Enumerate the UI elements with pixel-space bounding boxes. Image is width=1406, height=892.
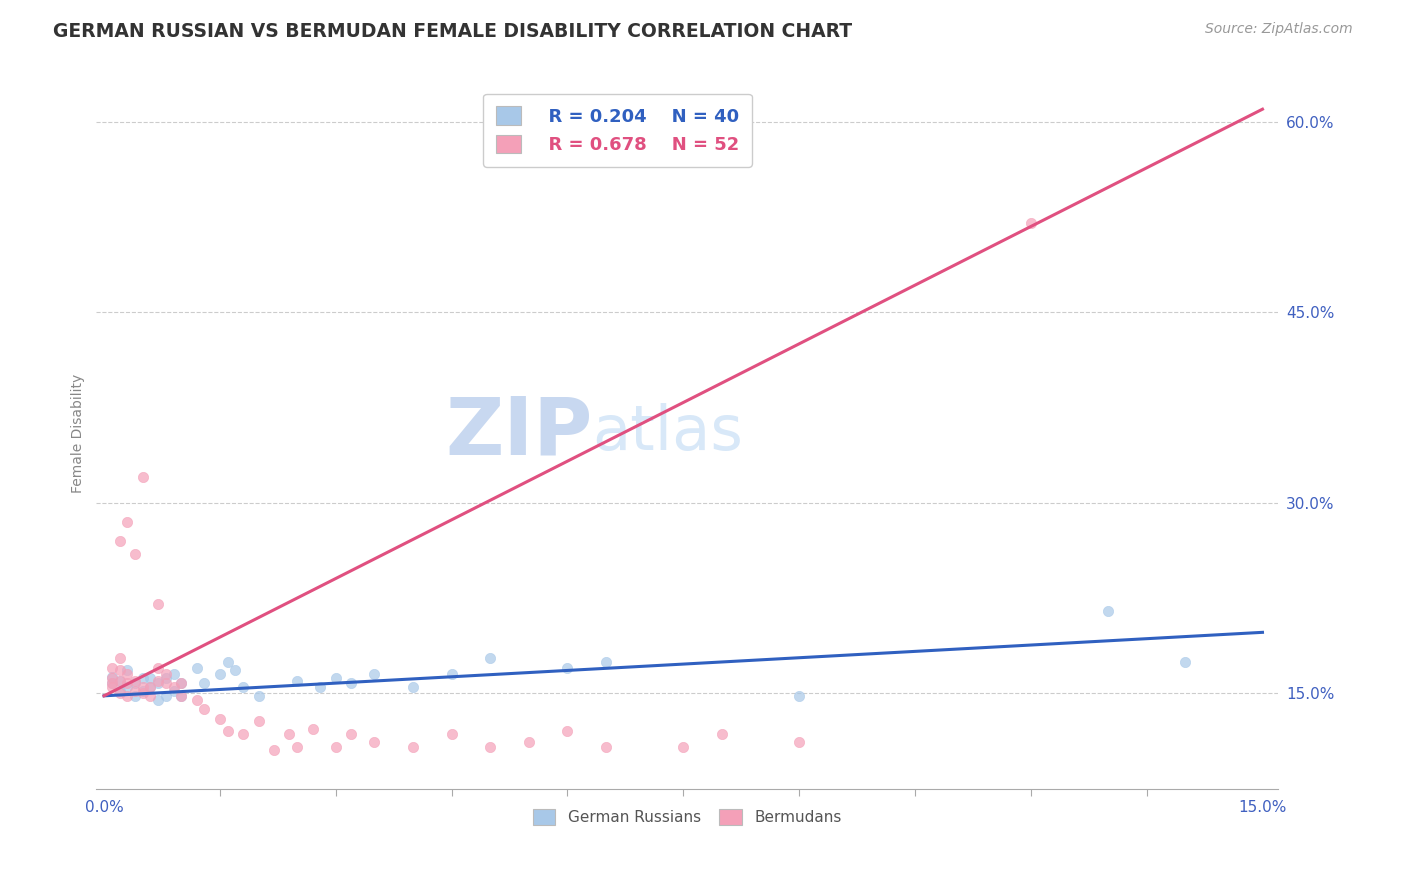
Point <box>170 676 193 690</box>
Point <box>101 670 124 684</box>
Point <box>162 667 184 681</box>
Point <box>1097 604 1119 618</box>
Point <box>402 680 425 694</box>
Text: GERMAN RUSSIAN VS BERMUDAN FEMALE DISABILITY CORRELATION CHART: GERMAN RUSSIAN VS BERMUDAN FEMALE DISABI… <box>53 22 852 41</box>
Point <box>131 671 153 685</box>
Point <box>108 533 131 548</box>
Text: ZIP: ZIP <box>446 394 592 472</box>
Point <box>217 655 239 669</box>
Point <box>108 683 131 698</box>
Point <box>479 650 502 665</box>
Point <box>595 739 617 754</box>
Point <box>224 664 246 678</box>
Text: atlas: atlas <box>592 403 744 463</box>
Point <box>108 673 131 688</box>
Point <box>124 673 146 688</box>
Point <box>131 683 153 698</box>
Point <box>787 734 810 748</box>
Point <box>101 680 124 694</box>
Point <box>101 671 124 685</box>
Point <box>139 680 162 694</box>
Point <box>162 683 184 698</box>
Point <box>146 692 169 706</box>
Point <box>440 667 463 681</box>
Point <box>139 671 162 685</box>
Point <box>710 727 733 741</box>
Point <box>440 727 463 741</box>
Point <box>115 676 138 690</box>
Point <box>1019 217 1042 231</box>
Point <box>517 734 540 748</box>
Point <box>340 676 363 690</box>
Point <box>101 661 124 675</box>
Point <box>208 712 231 726</box>
Point <box>193 676 215 690</box>
Point <box>595 655 617 669</box>
Point <box>263 743 285 757</box>
Point <box>124 683 146 698</box>
Point <box>557 724 579 739</box>
Point <box>325 671 347 685</box>
Point <box>155 671 177 685</box>
Point <box>170 689 193 703</box>
Point <box>139 680 162 694</box>
Text: Source: ZipAtlas.com: Source: ZipAtlas.com <box>1205 22 1353 37</box>
Point <box>301 722 323 736</box>
Point <box>186 661 208 675</box>
Point <box>162 680 184 694</box>
Point <box>146 673 169 688</box>
Point <box>115 667 138 681</box>
Point <box>217 724 239 739</box>
Point <box>124 547 146 561</box>
Point <box>146 676 169 690</box>
Point <box>247 714 270 729</box>
Point <box>108 673 131 688</box>
Point <box>108 650 131 665</box>
Point <box>340 727 363 741</box>
Point <box>115 664 138 678</box>
Point <box>672 739 695 754</box>
Point <box>139 689 162 703</box>
Point <box>155 676 177 690</box>
Point <box>101 676 124 690</box>
Point <box>170 676 193 690</box>
Legend: German Russians, Bermudans: German Russians, Bermudans <box>523 800 851 834</box>
Point <box>146 661 169 675</box>
Point <box>155 667 177 681</box>
Point <box>155 689 177 703</box>
Point <box>325 739 347 754</box>
Point <box>101 676 124 690</box>
Point <box>131 686 153 700</box>
Point <box>115 515 138 529</box>
Point <box>402 739 425 754</box>
Point <box>479 739 502 754</box>
Point <box>170 689 193 703</box>
Point <box>186 692 208 706</box>
Point <box>787 689 810 703</box>
Point <box>115 680 138 694</box>
Point <box>363 734 385 748</box>
Point <box>285 739 308 754</box>
Point <box>131 470 153 484</box>
Point <box>131 680 153 694</box>
Y-axis label: Female Disability: Female Disability <box>72 374 86 492</box>
Point <box>124 689 146 703</box>
Point <box>232 680 254 694</box>
Point <box>124 676 146 690</box>
Point <box>557 661 579 675</box>
Point <box>108 664 131 678</box>
Point <box>309 680 332 694</box>
Point <box>146 598 169 612</box>
Point <box>232 727 254 741</box>
Point <box>278 727 301 741</box>
Point <box>1174 655 1197 669</box>
Point <box>193 701 215 715</box>
Point <box>115 689 138 703</box>
Point <box>108 686 131 700</box>
Point <box>208 667 231 681</box>
Point <box>363 667 385 681</box>
Point <box>247 689 270 703</box>
Point <box>285 673 308 688</box>
